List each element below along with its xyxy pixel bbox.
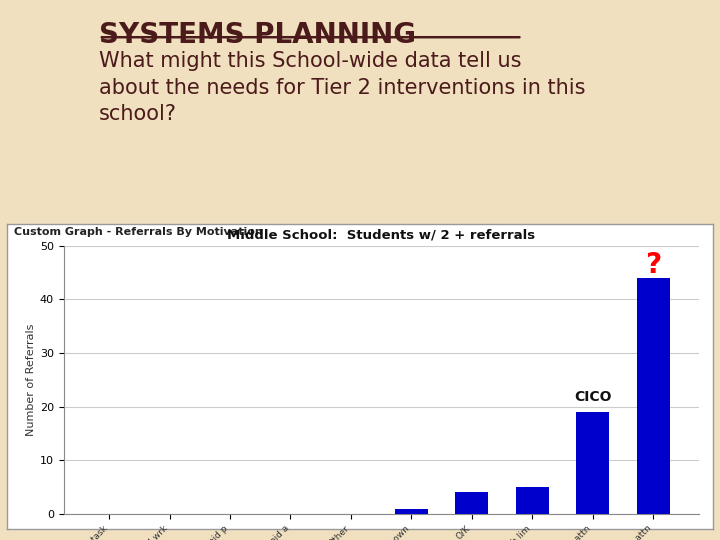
Text: What might this School-wide data tell us
about the needs for Tier 2 intervention: What might this School-wide data tell us… [99, 51, 585, 124]
Text: Custom Graph - Referrals By Motivation: Custom Graph - Referrals By Motivation [14, 227, 263, 237]
Text: SYSTEMS PLANNING: SYSTEMS PLANNING [99, 21, 416, 49]
